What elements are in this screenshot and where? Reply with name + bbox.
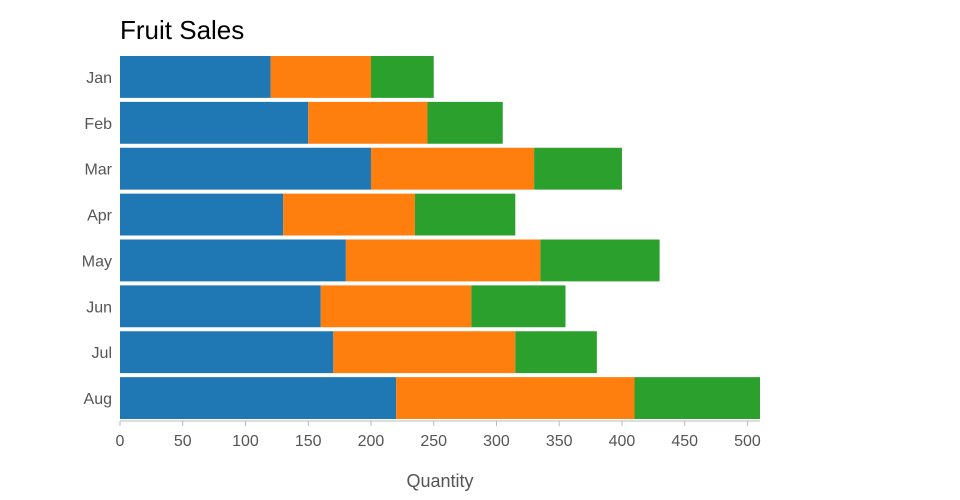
y-tick-label-may: May (82, 253, 112, 270)
bar-jul-series-2 (333, 331, 516, 374)
y-tick-label-jul: Jul (92, 345, 112, 362)
x-tick-label-100: 100 (232, 433, 259, 450)
bar-feb-series-1 (120, 101, 309, 144)
y-tick-label-jun: Jun (86, 299, 112, 316)
x-tick-label-300: 300 (483, 433, 510, 450)
y-tick-label-aug: Aug (84, 391, 112, 408)
bar-jul-series-1 (120, 331, 334, 374)
y-tick-label-feb: Feb (84, 116, 112, 133)
chart-title: Fruit Sales (120, 15, 244, 45)
bar-mar-series-3 (534, 147, 622, 190)
bar-aug-series-2 (396, 377, 635, 419)
bar-apr-series-3 (414, 193, 516, 236)
x-tick-label-400: 400 (609, 433, 636, 450)
x-tick-label-350: 350 (546, 433, 573, 450)
bar-jun-series-2 (320, 285, 472, 328)
x-tick-label-0: 0 (116, 433, 125, 450)
x-tick-label-200: 200 (358, 433, 385, 450)
y-tick-label-apr: Apr (87, 208, 113, 225)
x-tick-label-450: 450 (671, 433, 698, 450)
x-axis: 0 50 100 150 200 250 300 350 400 450 500 (116, 420, 761, 450)
bar-mar-series-2 (370, 147, 535, 190)
bar-mar-series-1 (120, 147, 371, 190)
bar-jun-series-1 (120, 285, 321, 328)
bar-jan-series-2 (270, 56, 371, 98)
x-axis-title: Quantity (406, 471, 473, 491)
x-tick-label-500: 500 (734, 433, 761, 450)
bar-may-series-3 (540, 239, 660, 282)
y-tick-label-jan: Jan (86, 70, 112, 87)
y-axis: Jan Feb Mar Apr May Jun Jul Aug (82, 70, 113, 408)
bar-jun-series-3 (471, 285, 566, 328)
x-tick-label-150: 150 (295, 433, 322, 450)
bar-jan-series-1 (120, 56, 271, 98)
bar-feb-series-3 (427, 101, 503, 144)
bar-apr-series-2 (283, 193, 415, 236)
bar-apr-series-1 (120, 193, 284, 236)
x-tick-label-250: 250 (420, 433, 447, 450)
bar-jul-series-3 (515, 331, 597, 374)
x-tick-label-50: 50 (174, 433, 192, 450)
bar-aug-series-1 (120, 377, 397, 419)
bars-layer (120, 56, 760, 419)
y-tick-label-mar: Mar (84, 162, 112, 179)
bar-jan-series-3 (370, 56, 434, 98)
bar-may-series-2 (345, 239, 541, 282)
bar-feb-series-2 (308, 101, 428, 144)
bar-may-series-1 (120, 239, 346, 282)
bar-aug-series-3 (634, 377, 760, 419)
